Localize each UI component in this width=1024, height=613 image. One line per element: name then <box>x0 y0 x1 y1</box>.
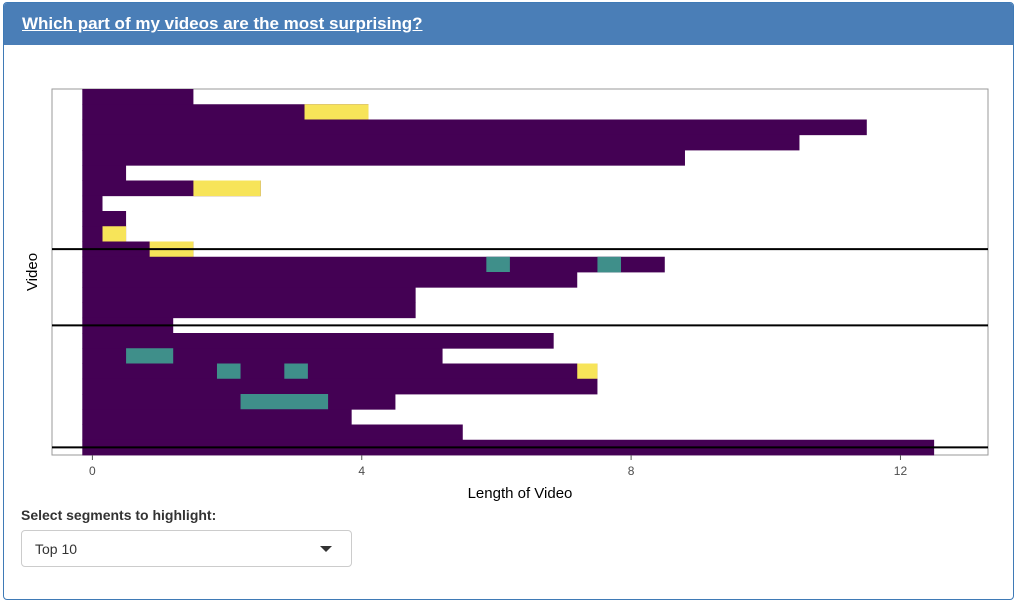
highlight-segment <box>486 256 510 273</box>
highlight-segment <box>597 256 622 273</box>
y-axis-label: Video <box>24 253 41 291</box>
video-bar <box>82 119 867 136</box>
video-bar <box>82 104 369 120</box>
video-bar <box>82 333 554 349</box>
x-tick-label: 12 <box>894 464 908 478</box>
x-tick-label: 0 <box>89 464 96 478</box>
x-tick-label: 8 <box>628 464 635 478</box>
video-bar <box>82 409 352 425</box>
highlight-segment <box>193 180 261 197</box>
chevron-down-icon <box>320 546 332 552</box>
video-bar <box>82 89 194 105</box>
video-bar <box>82 394 396 410</box>
video-bar <box>82 378 598 395</box>
video-bar <box>82 256 665 273</box>
video-bar <box>82 150 685 166</box>
x-axis-label: Length of Video <box>468 485 573 502</box>
highlight-segment <box>284 363 308 380</box>
video-bar <box>82 302 416 319</box>
video-bar <box>82 363 598 380</box>
highlight-segment <box>240 394 329 410</box>
highlight-segment <box>216 363 241 380</box>
video-bar <box>82 287 416 303</box>
segments-label: Select segments to highlight: <box>21 507 217 523</box>
panel-title-link[interactable]: Which part of my videos are the most sur… <box>22 14 423 33</box>
highlight-segment <box>304 104 369 120</box>
video-bar <box>82 165 127 181</box>
highlight-segment <box>577 363 598 380</box>
highlight-segment <box>102 226 127 242</box>
video-bar <box>82 211 127 227</box>
video-bar <box>82 272 578 288</box>
video-bar <box>82 134 800 151</box>
video-bar <box>82 195 103 212</box>
video-bar <box>82 424 463 441</box>
x-tick-label: 4 <box>358 464 365 478</box>
segments-select[interactable]: Top 10 <box>21 530 352 567</box>
video-surprise-chart: 0 4 8 12 Length of Video Video <box>24 88 989 502</box>
highlight-segment <box>126 348 174 364</box>
panel-heading: Which part of my videos are the most sur… <box>4 3 1013 45</box>
segments-select-value: Top 10 <box>35 541 78 557</box>
